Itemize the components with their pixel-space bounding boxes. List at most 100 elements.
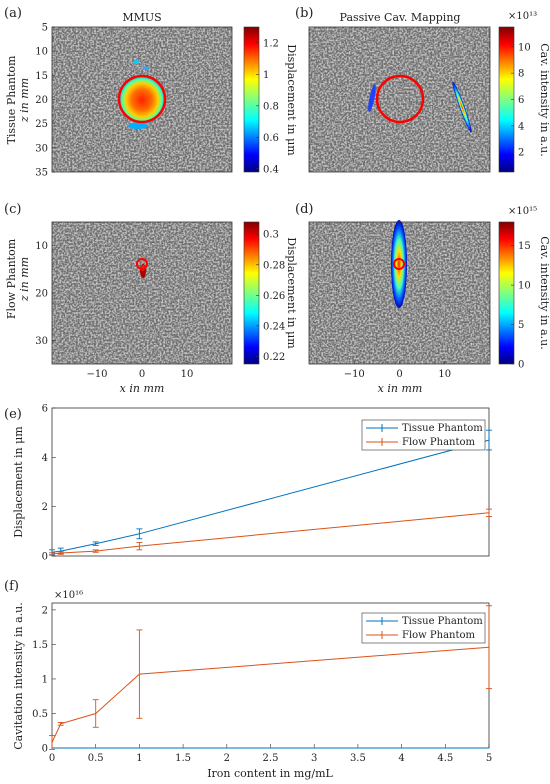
mmus-heatmap-flow (136, 258, 148, 278)
cavitation-map-flow (391, 220, 407, 308)
panel-label-f: (f) (4, 579, 19, 594)
colorbar-b-tick-label: 2 (518, 148, 524, 159)
colorbar-a-tick-label: 1 (263, 70, 269, 81)
chart-f-xtick-label: 1 (136, 753, 142, 764)
map-d-xtick-label: −10 (344, 369, 365, 380)
chart-e-legend: Tissue Phantom Flow Phantom (361, 419, 486, 451)
colorbar-b-exponent: ×10¹³ (508, 11, 537, 22)
us-image-b (309, 27, 490, 172)
chart-f-xtick-label: 0 (49, 753, 55, 764)
colorbar-a-label: Displacement in μm (285, 44, 298, 156)
chart-f-xtick-label: 1.5 (175, 753, 191, 764)
map-c-xtick-label: 0 (139, 369, 145, 380)
panel-a-title: MMUS (122, 11, 161, 24)
colorbar-d-label: Cav. intensity in a.u. (538, 236, 550, 350)
map-axes: 5 10 15 20 25 30 35 10 20 30 −10 0 10 −10 0 10 (35, 23, 491, 380)
panel-label-e: (e) (4, 407, 22, 422)
map-c-xtick-label: −10 (86, 369, 107, 380)
colorbar-b-tick-label: 4 (518, 121, 524, 132)
colorbar-b-label: Cav. intensity in a.u. (538, 43, 550, 157)
chart-f-series-1-errorbar (92, 699, 99, 728)
colorbar-b-tick-label: 6 (518, 95, 524, 106)
panel-label-a: (a) (4, 6, 22, 21)
chart-e-ytick-label: 6 (42, 404, 48, 415)
chart-e-series-0-errorbar (92, 541, 99, 546)
cavitation-map-tissue (368, 74, 472, 133)
mmus-heatmap-tissue (117, 60, 167, 129)
chart-f-xtick-label: 2 (224, 753, 230, 764)
chart-f-legend-tissue: Tissue Phantom (402, 616, 483, 627)
colorbar-d-tick-label: 5 (518, 320, 524, 331)
chart-e-series-0-errorbar (486, 429, 492, 451)
chart-f-xtick-label: 5 (486, 753, 492, 764)
us-image-c (52, 222, 232, 364)
chart-f-series-1-errorbar (57, 722, 64, 726)
chart-e-series-1-errorbar (49, 552, 55, 556)
colorbar-c: 0.22 0.24 0.26 0.28 0.3 Displacement in μm (243, 221, 298, 365)
chart-f-series-1-errorbar (486, 605, 492, 690)
map-c-ztick-label: 20 (35, 289, 48, 300)
chart-e-legend-tissue: Tissue Phantom (402, 423, 483, 434)
colorbar-c-tick-label: 0.22 (263, 352, 285, 363)
colorbar-c-tick-label: 0.28 (263, 260, 285, 271)
colorbar-d: 0 5 10 15 ×10¹⁵ Cav. intensity in a.u. (498, 206, 550, 371)
map-xlabel-c: x in mm (120, 382, 165, 395)
chart-f-exponent: ×10¹⁶ (54, 590, 83, 601)
chart-f-legend-flow: Flow Phantom (402, 630, 476, 641)
row-label-flow: Flow Phantom (5, 238, 18, 319)
chart-f-series-1-errorbar (136, 629, 143, 719)
chart-f-xlabel: Iron content in mg/mL (207, 767, 333, 780)
colorbar-b-tick-label: 8 (518, 69, 524, 80)
chart-f-xtick-label: 3.5 (350, 753, 366, 764)
chart-f-series-1-errorbar (49, 735, 55, 750)
chart-e-series-1-errorbar (136, 541, 143, 551)
row-label-tissue-z: z in mm (18, 78, 31, 123)
colorbar-c-tick-label: 0.26 (263, 291, 285, 302)
chart-e-series-1-errorbar (92, 549, 99, 553)
chart-f-xtick-label: 4 (398, 753, 404, 764)
chart-f-ytick-label: 0 (42, 744, 48, 755)
panel-b-title: Passive Cav. Mapping (340, 11, 461, 24)
chart-f-ytick-label: 0.5 (32, 709, 48, 720)
colorbar-d-tick-label: 0 (518, 360, 524, 371)
panel-label-b: (b) (295, 6, 313, 21)
colorbar-a-tick-label: 0.4 (263, 164, 279, 175)
colorbar-a-tick-label: 0.8 (263, 101, 279, 112)
colorbar-b: 2 4 6 8 10 ×10¹³ Cav. intensity in a.u. (498, 11, 550, 173)
chart-e-ytick-label: 4 (42, 453, 48, 464)
chart-f-ytick-label: 1.5 (32, 640, 48, 651)
map-d-xtick-label: 10 (438, 369, 451, 380)
colorbar-d-exponent: ×10¹⁵ (508, 206, 537, 217)
chart-e-ytick-label: 0 (42, 552, 48, 563)
chart-f-ylabel: Cavitation intensity in a.u. (12, 602, 25, 749)
map-a-ztick-label: 20 (35, 95, 48, 106)
map-a-ztick-label: 25 (35, 119, 48, 130)
colorbar-d-tick-label: 15 (518, 241, 531, 252)
chart-f-xtick-label: 3 (311, 753, 317, 764)
chart-f-xtick-label: 2.5 (263, 753, 279, 764)
map-a-ztick-label: 30 (35, 143, 48, 154)
map-frame-b (308, 26, 491, 173)
map-a-ztick-label: 15 (35, 71, 48, 82)
panel-label-c: (c) (4, 202, 21, 217)
row-label-flow-z: z in mm (18, 257, 31, 302)
colorbar-a: 0.4 0.6 0.8 1 1.2 Displacement in μm (243, 26, 298, 175)
map-a-ztick-label: 10 (35, 47, 48, 58)
chart-f-legend: Tissue Phantom Flow Phantom (361, 612, 486, 644)
map-a-ztick-label: 35 (35, 168, 48, 179)
colorbar-c-tick-label: 0.3 (263, 230, 279, 241)
panel-label-d: (d) (295, 202, 313, 217)
chart-f-ytick-label: 2 (42, 605, 48, 616)
chart-f: 0 0.5 1 1.5 2 0 0.5 1 1.5 2 2.5 3 3.5 4 4.5 5 ×10¹⁶ Cav… (12, 590, 492, 780)
map-xlabel-d: x in mm (378, 382, 423, 395)
map-d-xtick-label: 0 (396, 369, 402, 380)
chart-e-series-1-errorbar (57, 551, 64, 555)
chart-e-legend-flow: Flow Phantom (402, 437, 476, 448)
chart-f-xtick-label: 0.5 (88, 753, 104, 764)
map-c-xtick-label: 10 (181, 369, 194, 380)
chart-e-series-1-errorbar (486, 508, 492, 517)
row-label-tissue: Tissue Phantom (5, 55, 18, 144)
chart-e-ytick-label: 2 (42, 502, 48, 513)
colorbar-a-tick-label: 1.2 (263, 38, 279, 49)
